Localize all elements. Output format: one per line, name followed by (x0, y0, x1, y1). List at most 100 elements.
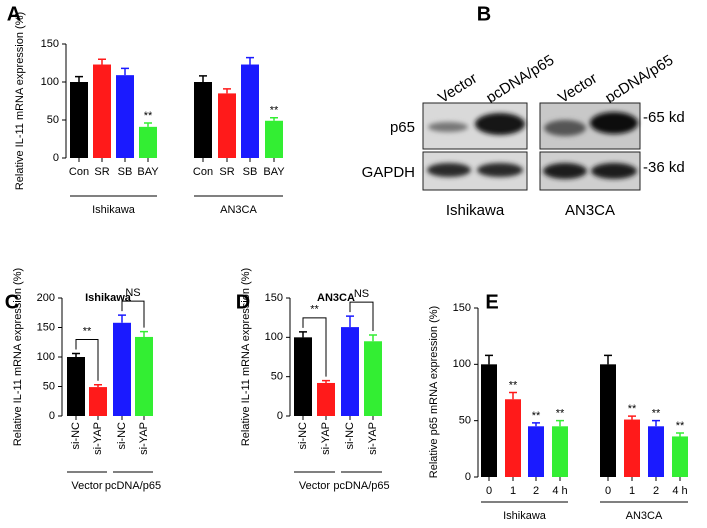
bar (481, 364, 497, 477)
x-tick-label: si-NC (344, 422, 356, 450)
bar (341, 327, 359, 416)
y-tick-label: 0 (277, 410, 283, 422)
y-tick-label: 150 (453, 302, 471, 314)
western-blot: B Vector pcDNA/p65 Vector pcDNA/p65 p65 … (362, 3, 685, 219)
y-axis-label: Relative IL-11 mRNA expression (%) (12, 268, 24, 446)
error-bar (485, 354, 493, 365)
significance: ** (509, 379, 518, 391)
comparison-bracket (121, 300, 145, 328)
panel-label: B (477, 3, 491, 25)
bar (505, 399, 521, 477)
lane-label: pcDNA/p65 (602, 52, 676, 107)
band (427, 163, 471, 177)
band (428, 122, 468, 132)
panel-label: D (236, 291, 250, 313)
y-tick-label: 150 (265, 292, 283, 304)
group-label: pcDNA/p65 (333, 480, 389, 492)
y-tick-label: 100 (453, 358, 471, 370)
y-tick-label: 200 (37, 292, 55, 304)
comparison-label: NS (125, 287, 140, 299)
y-tick-label: 50 (271, 371, 283, 383)
band (477, 163, 523, 177)
bar (93, 64, 111, 158)
x-tick-label: si-YAP (320, 422, 332, 455)
bar (552, 426, 568, 477)
bar (672, 436, 688, 477)
x-tick-label: Con (193, 166, 213, 178)
error-bar (299, 331, 307, 338)
error-bar (652, 419, 660, 427)
error-bar (556, 419, 564, 427)
x-tick-label: si-NC (297, 422, 309, 450)
error-bar (140, 330, 148, 337)
band (590, 112, 638, 134)
panel-label: A (7, 3, 21, 25)
bar (139, 126, 157, 158)
group-label: AN3CA (220, 204, 257, 216)
band (543, 163, 587, 179)
error-bar (628, 415, 636, 420)
bar (135, 336, 153, 416)
error-bar (144, 122, 152, 127)
significance: ** (270, 105, 279, 117)
significance: ** (652, 408, 661, 420)
error-bar (532, 422, 540, 427)
error-bar (270, 116, 278, 121)
band (591, 163, 637, 179)
comparison-bracket (302, 317, 327, 377)
y-tick-label: 100 (37, 351, 55, 363)
lane-label: Vector (555, 70, 600, 107)
error-bar (94, 383, 102, 388)
chart-title: AN3CA (317, 292, 355, 304)
y-tick-label: 50 (47, 114, 59, 126)
x-tick-label: si-YAP (367, 422, 379, 455)
lane-label: pcDNA/p65 (483, 52, 557, 107)
bar (241, 64, 259, 158)
bar (317, 382, 335, 416)
comparison-label: NS (354, 288, 369, 300)
x-tick-label: si-NC (70, 422, 82, 450)
bar (648, 426, 664, 477)
x-tick-label: 1 (510, 485, 516, 497)
panel-label: C (5, 291, 19, 313)
significance: ** (628, 403, 637, 415)
x-tick-label: si-YAP (138, 422, 150, 455)
y-tick-label: 0 (49, 410, 55, 422)
significance: ** (676, 420, 685, 432)
band (544, 120, 586, 136)
significance: ** (144, 110, 153, 122)
y-tick-label: 0 (53, 152, 59, 164)
bar (294, 337, 312, 416)
bar (113, 322, 131, 416)
comparison-label: ** (83, 325, 92, 337)
y-axis-label: Relative p65 mRNA expression (%) (428, 306, 440, 478)
error-bar (604, 354, 612, 365)
bar (528, 426, 544, 477)
band (475, 113, 525, 135)
error-bar (72, 352, 80, 357)
x-tick-label: 2 (533, 485, 539, 497)
bar (194, 82, 212, 158)
y-tick-label: 100 (41, 76, 59, 88)
error-bar (75, 75, 83, 82)
comparison-bracket (349, 301, 374, 331)
bar (364, 341, 382, 416)
bar (600, 364, 616, 477)
x-tick-label: 4 h (672, 485, 687, 497)
error-bar (246, 56, 254, 65)
bar (70, 82, 88, 158)
x-tick-label: Con (69, 166, 89, 178)
size-label: -36 kd (643, 159, 685, 176)
bar (265, 120, 283, 158)
group-label: Ishikawa (503, 510, 547, 522)
bar (218, 93, 236, 158)
significance: ** (556, 408, 565, 420)
bar (67, 357, 85, 416)
x-tick-label: 0 (486, 485, 492, 497)
cell-line-label: Ishikawa (446, 202, 505, 219)
bar (116, 75, 134, 158)
group-label: pcDNA/p65 (105, 480, 161, 492)
y-axis-label: Relative IL-11 mRNA expression (%) (240, 268, 252, 446)
cell-line-label: AN3CA (565, 202, 615, 219)
error-bar (509, 391, 517, 400)
